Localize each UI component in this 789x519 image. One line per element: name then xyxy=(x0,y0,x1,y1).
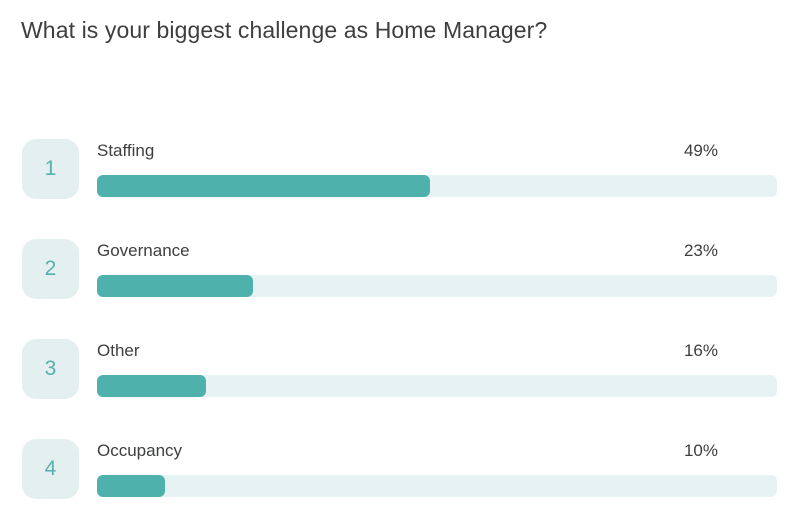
poll-result-row: 3 Other 16% xyxy=(22,339,777,399)
result-labels: Other 16% xyxy=(97,341,777,361)
poll-result-row: 2 Governance 23% xyxy=(22,239,777,299)
poll-question: What is your biggest challenge as Home M… xyxy=(21,17,548,43)
result-labels: Staffing 49% xyxy=(97,141,777,161)
bar-fill xyxy=(97,475,165,497)
bar-track xyxy=(97,175,777,197)
rank-badge: 3 xyxy=(22,339,79,399)
rank-number: 1 xyxy=(44,157,57,180)
option-label: Other xyxy=(97,341,140,360)
bar-track xyxy=(97,475,777,497)
option-percent: 49% xyxy=(683,141,718,160)
rank-number: 3 xyxy=(44,357,57,380)
poll-result-row: 1 Staffing 49% xyxy=(22,139,777,199)
bar-track xyxy=(97,275,777,297)
bar-fill xyxy=(97,275,254,297)
rank-badge: 4 xyxy=(22,439,79,499)
result-content: Governance 23% xyxy=(97,239,777,299)
rank-badge: 2 xyxy=(22,239,79,299)
rank-badge: 1 xyxy=(22,139,79,199)
result-content: Occupancy 10% xyxy=(97,439,777,499)
bar-fill xyxy=(97,175,431,197)
poll-results-list: 1 Staffing 49% 2 Governance 23% xyxy=(22,139,777,519)
option-label: Governance xyxy=(97,241,190,260)
result-content: Staffing 49% xyxy=(97,139,777,199)
option-percent: 16% xyxy=(683,341,718,360)
result-content: Other 16% xyxy=(97,339,777,399)
result-labels: Governance 23% xyxy=(97,241,777,261)
bar-track xyxy=(97,375,777,397)
option-percent: 23% xyxy=(683,241,718,260)
result-labels: Occupancy 10% xyxy=(97,441,777,461)
bar-fill xyxy=(97,375,206,397)
rank-number: 4 xyxy=(44,457,57,480)
rank-number: 2 xyxy=(44,257,57,280)
option-percent: 10% xyxy=(683,441,718,460)
option-label: Occupancy xyxy=(97,441,183,460)
poll-result-row: 4 Occupancy 10% xyxy=(22,439,777,499)
option-label: Staffing xyxy=(97,141,155,160)
